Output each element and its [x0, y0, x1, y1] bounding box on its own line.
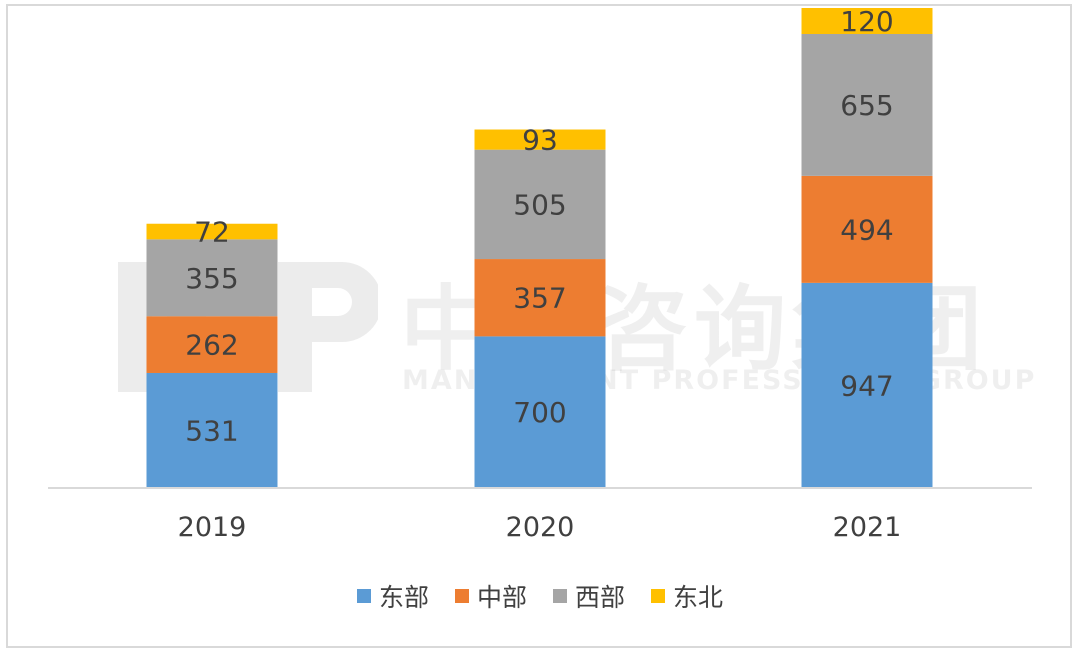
- legend-label-central: 中部: [476, 583, 527, 612]
- data-label-2021-central: 494: [840, 213, 893, 246]
- legend-item-east: 东部: [356, 578, 429, 614]
- data-label-2020-east: 700: [513, 396, 566, 429]
- legend-item-west: 西部: [553, 578, 625, 614]
- legend-item-central: 中部: [454, 578, 527, 614]
- bar-segment-2019-northeast: [146, 223, 278, 240]
- data-label-2020-central: 357: [513, 282, 566, 315]
- bar-segment-2019-central: [146, 316, 278, 373]
- bar-segment-2020-central: [474, 259, 606, 337]
- legend-swatch-west: [553, 589, 567, 603]
- bar-segment-2021-central: [801, 175, 933, 283]
- data-label-2020-west: 505: [513, 188, 566, 221]
- data-label-2019-northeast: 72: [194, 216, 230, 249]
- x-tick-label-2019: 2019: [178, 512, 247, 543]
- data-label-2019-west: 355: [185, 262, 238, 295]
- bar-segment-2019-east: [146, 372, 278, 488]
- legend-label-east: 东部: [378, 583, 429, 612]
- data-label-2021-east: 947: [840, 369, 893, 402]
- legend: 东部 中部 西部 东北: [0, 578, 1080, 614]
- bar-segment-2020-northeast: [474, 129, 606, 150]
- tick-labels-layer: 2019 2020 2021: [178, 512, 902, 543]
- bar-segment-2019-west: [146, 239, 278, 317]
- legend-label-west: 西部: [575, 583, 626, 612]
- legend-label-northeast: 东北: [673, 583, 724, 612]
- data-label-2021-northeast: 120: [840, 5, 893, 38]
- legend-swatch-central: [454, 589, 469, 603]
- legend-swatch-east: [356, 589, 371, 603]
- bar-segment-2020-east: [474, 336, 606, 488]
- bar-segment-2021-west: [801, 33, 933, 176]
- bar-segment-2020-west: [474, 149, 606, 260]
- bar-segment-2021-northeast: [801, 8, 933, 34]
- data-label-2019-central: 262: [185, 329, 238, 362]
- x-tick-label-2020: 2020: [506, 512, 575, 543]
- data-label-2020-northeast: 93: [522, 124, 558, 157]
- bar-segment-2021-east: [801, 282, 933, 488]
- legend-item-northeast: 东北: [651, 578, 723, 614]
- data-label-2021-west: 655: [840, 89, 893, 122]
- bars-layer: [146, 8, 933, 488]
- labels-layer: 531 262 355 72 700 357 505 93 947 494 655 120: [185, 5, 893, 447]
- legend-swatch-northeast: [651, 589, 666, 603]
- data-label-2019-east: 531: [185, 414, 238, 447]
- x-tick-label-2021: 2021: [833, 512, 902, 543]
